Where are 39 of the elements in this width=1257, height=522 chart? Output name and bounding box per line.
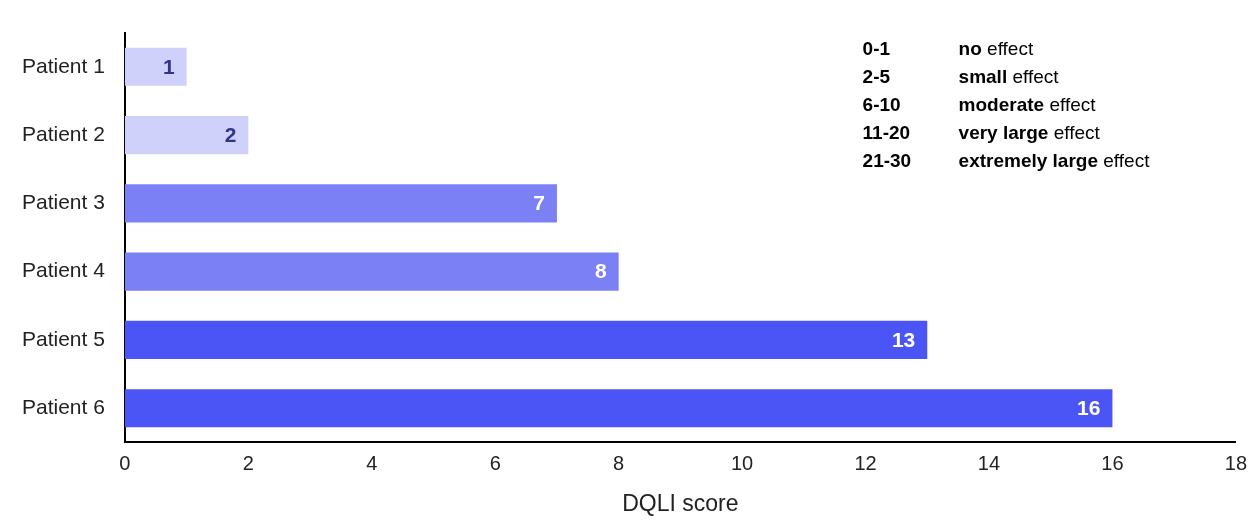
annotation: extremely large effect xyxy=(958,150,1151,172)
x-tick-label: 6 xyxy=(489,451,501,474)
data-label: 7 xyxy=(533,191,545,215)
y-tick-label: Patient 2 xyxy=(21,121,105,145)
y-tick-label: Patient 1 xyxy=(21,53,105,77)
annotation: 6-10 xyxy=(862,94,901,116)
x-tick-label: 10 xyxy=(730,451,754,474)
x-tick-label: 12 xyxy=(854,451,877,474)
x-tick-label: 18 xyxy=(1224,451,1247,474)
x-tick-label: 0 xyxy=(119,451,131,474)
data-label: 13 xyxy=(891,327,916,351)
annotation: 2-5 xyxy=(862,66,891,88)
x-tick-label: 4 xyxy=(366,451,378,474)
data-label: 2 xyxy=(224,122,237,146)
bar xyxy=(124,320,928,360)
bar xyxy=(124,115,249,155)
bar xyxy=(124,47,187,86)
x-axis-title: DQLI score xyxy=(622,489,739,516)
data-label: 8 xyxy=(594,259,607,283)
annotation: 11-20 xyxy=(862,122,911,144)
annotation: 21-30 xyxy=(862,150,912,172)
x-tick-label: 16 xyxy=(1101,451,1124,474)
bar xyxy=(124,184,557,223)
x-tick-label: 2 xyxy=(242,451,254,474)
y-tick-label: Patient 4 xyxy=(21,258,106,282)
annotation: 0-1 xyxy=(862,38,891,60)
y-tick-label: Patient 6 xyxy=(21,395,105,419)
annotation: small effect xyxy=(958,66,1060,88)
x-tick-label: 8 xyxy=(613,451,625,474)
bar xyxy=(124,389,1113,428)
data-label: 1 xyxy=(162,54,175,78)
y-tick-label: Patient 3 xyxy=(21,190,105,214)
data-label: 16 xyxy=(1077,396,1101,420)
bar xyxy=(124,252,619,291)
y-tick-label: Patient 5 xyxy=(21,326,105,350)
annotation: moderate effect xyxy=(958,94,1097,116)
annotation: very large effect xyxy=(958,122,1101,144)
x-tick-label: 14 xyxy=(977,451,1001,474)
annotation: no effect xyxy=(958,38,1034,60)
